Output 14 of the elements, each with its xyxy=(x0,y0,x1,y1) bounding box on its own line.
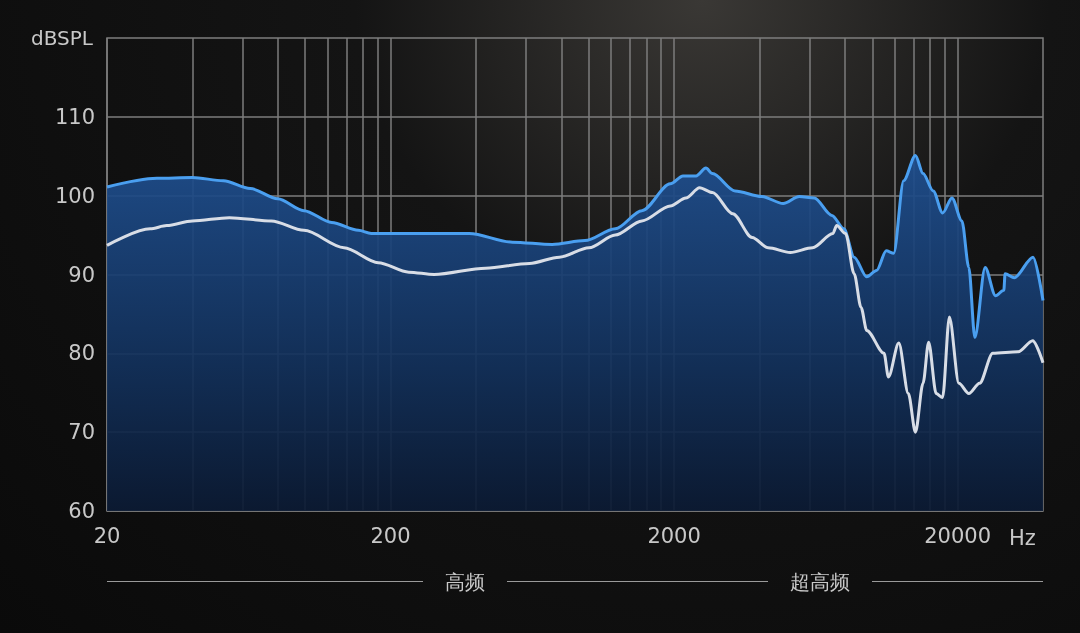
y-tick-label: 90 xyxy=(68,262,95,287)
y-tick-label: 70 xyxy=(68,420,95,445)
x-tick-label: 200 xyxy=(370,523,411,548)
text: 超高频 xyxy=(790,569,851,596)
x-tick-label: 20000 xyxy=(924,523,992,548)
x-tick-label: 20 xyxy=(93,523,121,548)
y-tick-label: 60 xyxy=(68,499,95,523)
y-tick-label: 110 xyxy=(54,104,95,129)
x-axis-title: Hz xyxy=(1009,525,1036,550)
text: 高频 xyxy=(445,569,486,596)
y-axis-title: dBSPL xyxy=(31,26,94,50)
y-tick-label: 80 xyxy=(68,341,95,366)
y-tick-label: 100 xyxy=(54,183,95,208)
x-tick-label: 2000 xyxy=(647,523,701,548)
